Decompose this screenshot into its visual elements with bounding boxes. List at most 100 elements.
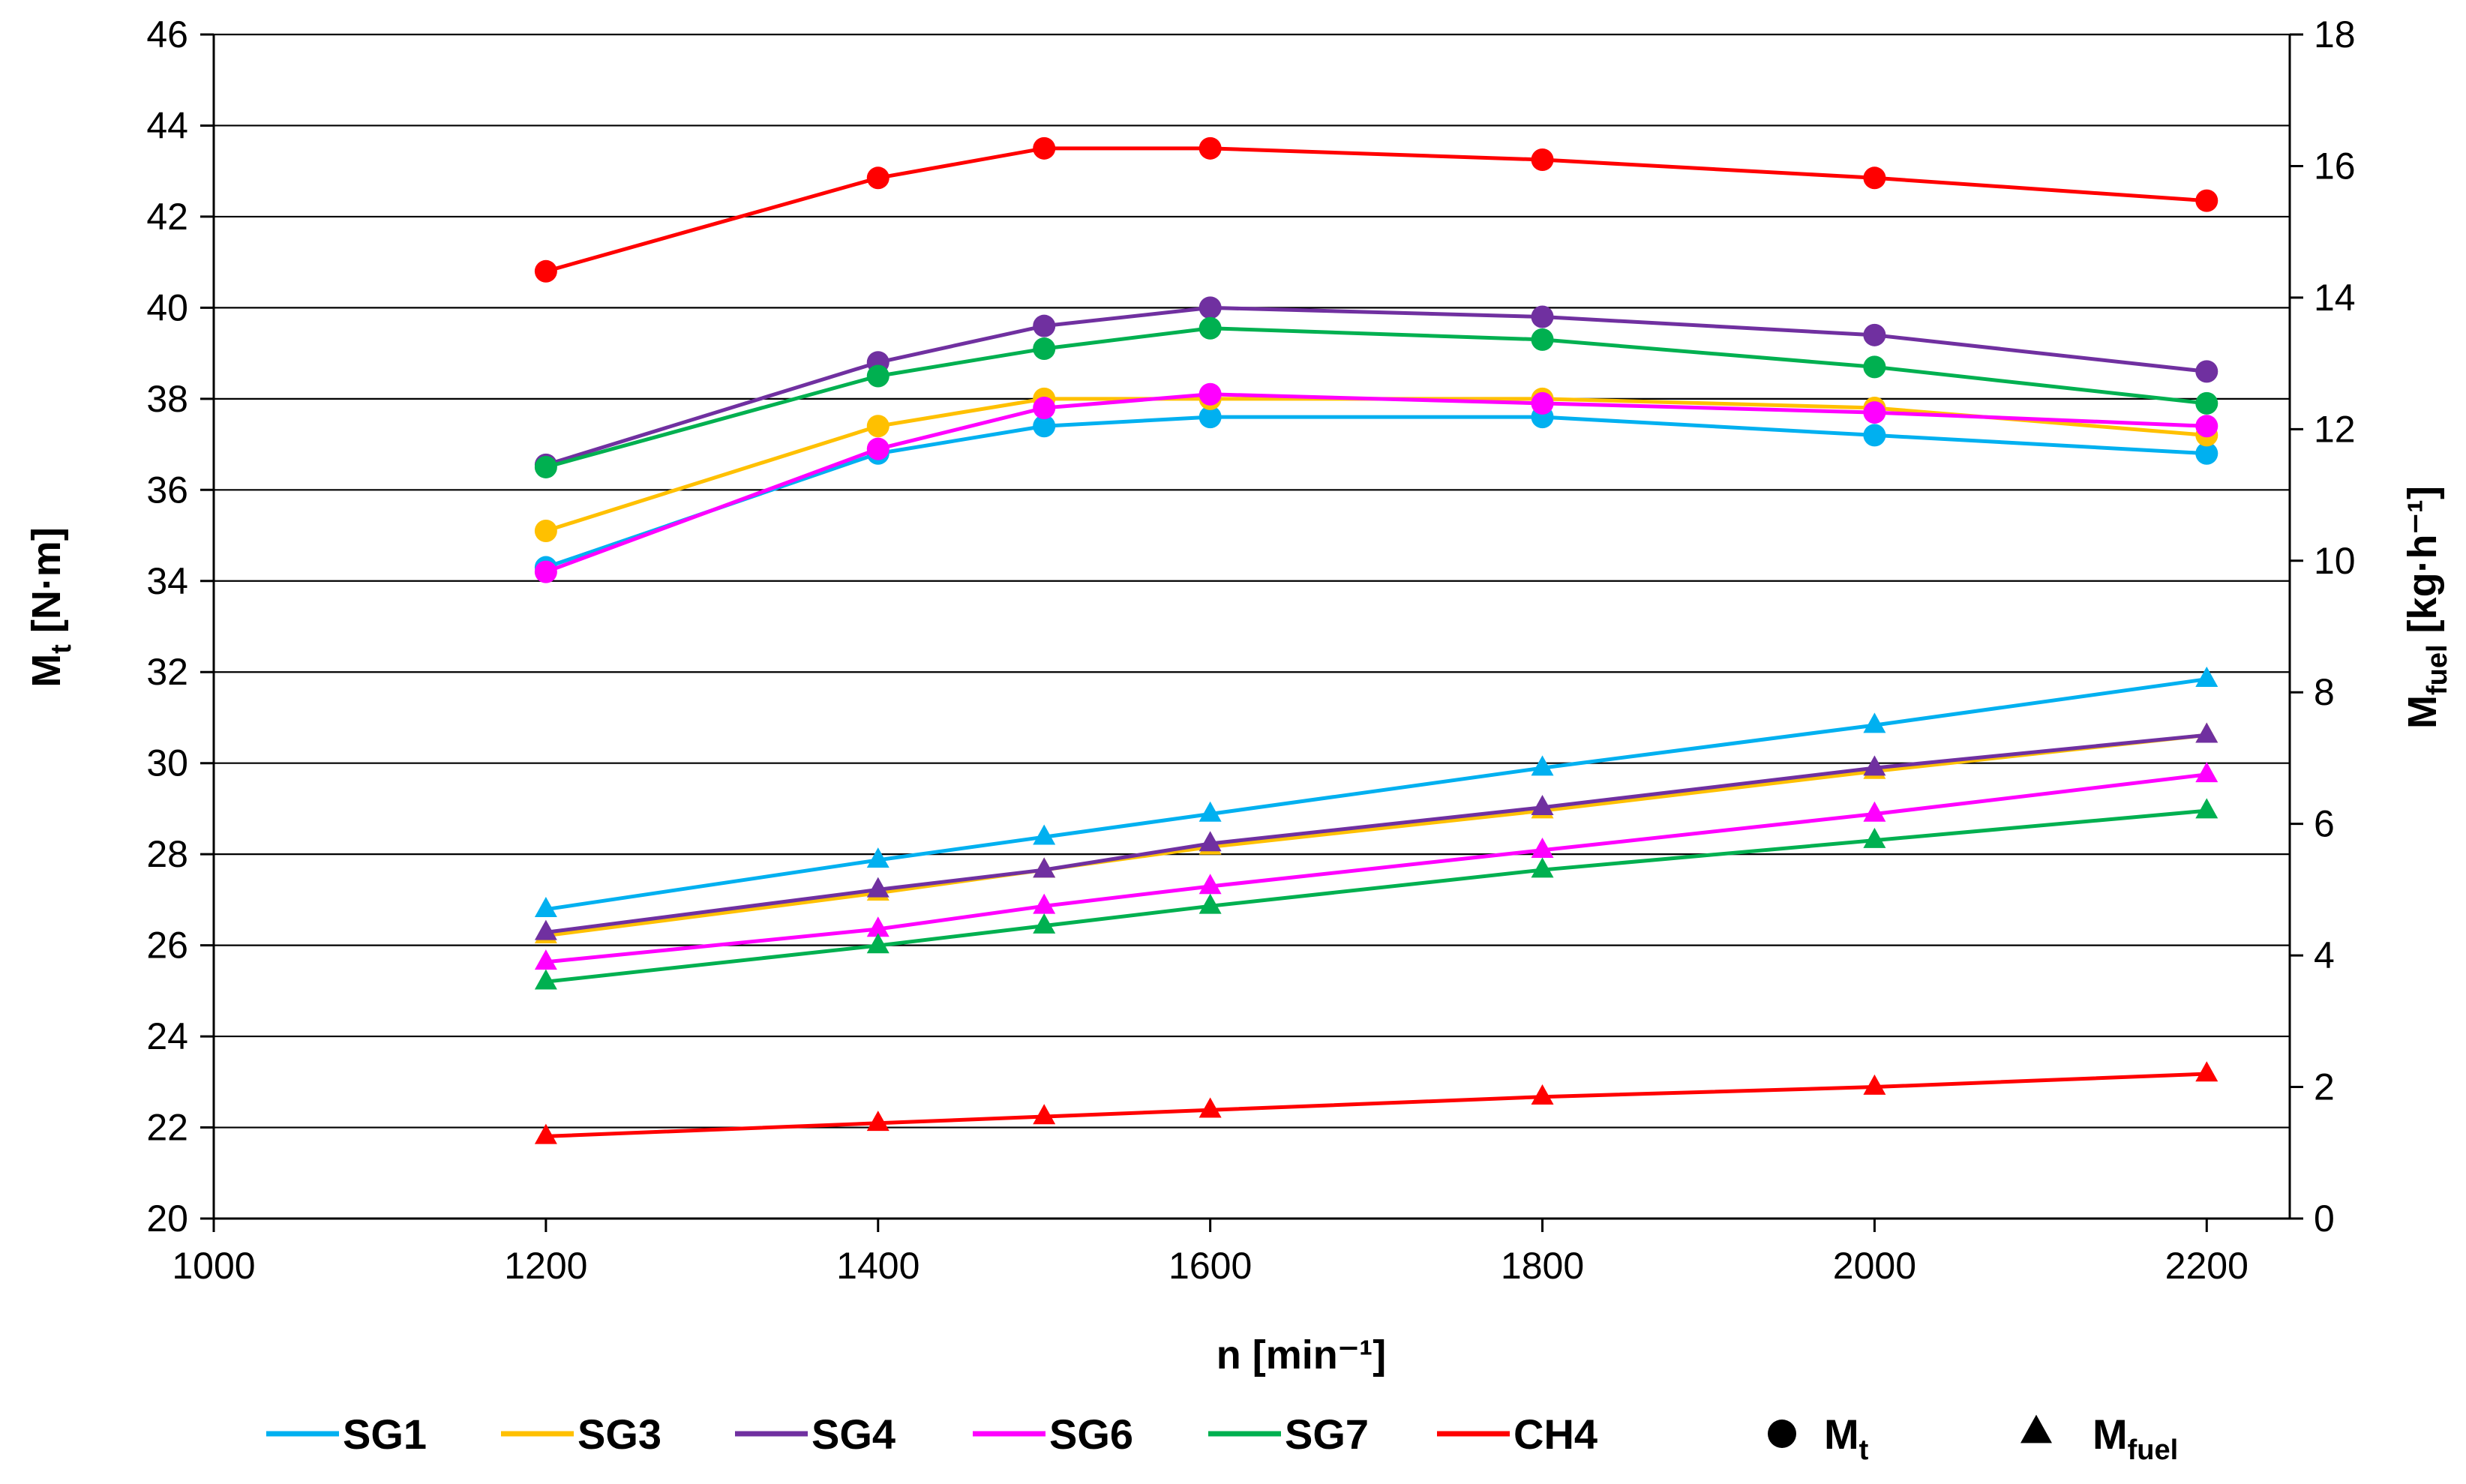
mfuel-point <box>1863 827 1886 848</box>
mfuel-line <box>545 808 2207 984</box>
mt-point <box>1198 296 1222 319</box>
mt-point <box>1531 328 1554 351</box>
right-axis-title: Mfuel [kg·h⁻¹] <box>2400 486 2453 729</box>
mt-point <box>2195 442 2218 465</box>
mfuel-point <box>534 919 557 940</box>
left-tick-label: 26 <box>146 925 188 967</box>
mfuel-point <box>866 847 890 868</box>
mt-point <box>1198 382 1222 406</box>
x-tick-label: 1000 <box>172 1245 255 1287</box>
series-sg7 <box>534 316 2218 990</box>
mt-point <box>866 166 890 190</box>
mt-point <box>2195 391 2218 415</box>
mfuel-point <box>1033 857 1056 878</box>
mfuel-point <box>1198 1097 1222 1118</box>
mfuel-point <box>866 933 890 954</box>
mfuel-point <box>866 877 890 898</box>
left-tick-label: 28 <box>146 833 188 875</box>
mfuel-point <box>1531 794 1554 815</box>
mt-line <box>545 415 2207 569</box>
mfuel-point <box>534 896 557 917</box>
legend-mt-marker <box>1768 1420 1796 1448</box>
mt-point <box>1531 148 1554 172</box>
mt-point <box>1531 391 1554 415</box>
left-tick-label: 30 <box>146 742 188 784</box>
mt-point <box>866 437 890 460</box>
gridlines <box>214 33 2290 1220</box>
mfuel-point <box>534 1123 557 1144</box>
mt-point <box>1198 136 1222 160</box>
mfuel-line <box>545 772 2207 964</box>
mfuel-point <box>1863 712 1886 733</box>
mfuel-point <box>1863 1074 1886 1095</box>
right-tick-label: 14 <box>2314 277 2356 319</box>
right-tick-label: 10 <box>2314 540 2356 582</box>
series <box>534 136 2218 1144</box>
right-tick-label: 18 <box>2314 13 2356 55</box>
mt-point <box>1863 166 1886 190</box>
mt-point <box>1033 136 1056 160</box>
left-tick-label: 40 <box>146 286 188 328</box>
mt-point <box>1198 316 1222 340</box>
x-tick-label: 1800 <box>1501 1245 1584 1287</box>
left-tick-label: 38 <box>146 378 188 420</box>
left-tick-label: 46 <box>146 13 188 55</box>
mt-point <box>1033 314 1056 337</box>
x-tick-label: 2200 <box>2165 1245 2248 1287</box>
legend-label-sg7: SG7 <box>1285 1411 1369 1458</box>
mfuel-point <box>1198 801 1222 822</box>
mfuel-point <box>1198 831 1222 852</box>
mt-point <box>1531 305 1554 328</box>
mfuel-point <box>866 1111 890 1132</box>
mt-point <box>1033 396 1056 419</box>
mfuel-point <box>1033 824 1056 845</box>
mt-point <box>534 519 557 542</box>
right-tick-label: 8 <box>2314 671 2335 713</box>
mfuel-point <box>1863 755 1886 776</box>
mfuel-point <box>1033 893 1056 914</box>
mt-point <box>866 415 890 438</box>
x-tick-label: 2000 <box>1833 1245 1916 1287</box>
right-tick-label: 4 <box>2314 934 2335 976</box>
mfuel-point <box>534 949 557 970</box>
mfuel-point <box>1531 755 1554 776</box>
legend-label-mfuel: Mfuel <box>2092 1411 2178 1466</box>
left-tick-label: 34 <box>146 560 188 602</box>
mt-point <box>2195 189 2218 212</box>
mfuel-point <box>1033 913 1056 934</box>
right-tick-label: 12 <box>2314 408 2356 450</box>
x-tick-label: 1400 <box>836 1245 920 1287</box>
tick-labels: 2022242628303234363840424446024681012141… <box>146 13 2355 1287</box>
mfuel-line <box>545 677 2207 912</box>
mt-point <box>534 455 557 478</box>
mt-point <box>1033 337 1056 361</box>
mt-point <box>534 560 557 583</box>
mfuel-point <box>1198 874 1222 895</box>
mfuel-point <box>1531 838 1554 859</box>
right-tick-label: 6 <box>2314 803 2335 845</box>
series-ch4 <box>534 136 2218 1144</box>
mfuel-point <box>2195 798 2218 819</box>
left-tick-label: 24 <box>146 1015 188 1057</box>
mfuel-point <box>2195 762 2218 783</box>
legend-label-sg6: SG6 <box>1049 1411 1133 1458</box>
mfuel-point <box>2195 666 2218 687</box>
mfuel-point <box>2195 722 2218 743</box>
series-sg4 <box>534 296 2218 940</box>
right-tick-label: 0 <box>2314 1198 2335 1240</box>
mt-point <box>1863 401 1886 424</box>
mfuel-point <box>1531 1084 1554 1105</box>
left-axis-title: Mt [N·m] <box>24 527 77 688</box>
legend-label-ch4: CH4 <box>1514 1411 1598 1458</box>
left-tick-label: 44 <box>146 104 188 146</box>
series-sg3 <box>534 387 2218 944</box>
mfuel-line <box>545 733 2207 938</box>
legend-mfuel-marker <box>2020 1414 2052 1444</box>
right-tick-label: 2 <box>2314 1066 2335 1108</box>
series-sg6 <box>534 382 2218 970</box>
x-axis-title: n [min⁻¹] <box>1216 1333 1386 1378</box>
mt-point <box>1863 355 1886 379</box>
left-tick-label: 22 <box>146 1107 188 1149</box>
legend-label-sg1: SG1 <box>343 1411 427 1458</box>
